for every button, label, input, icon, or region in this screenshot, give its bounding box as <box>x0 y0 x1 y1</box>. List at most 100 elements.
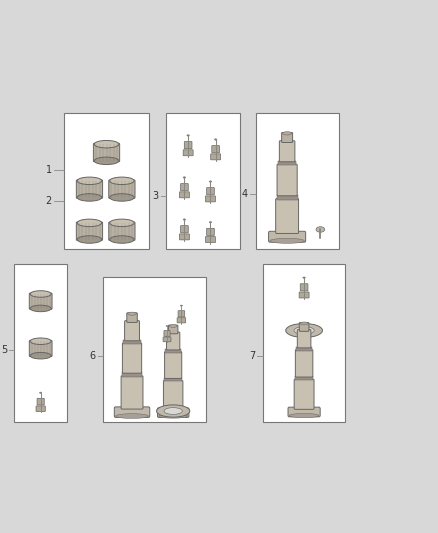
FancyBboxPatch shape <box>114 407 150 417</box>
Ellipse shape <box>77 219 102 227</box>
FancyBboxPatch shape <box>294 379 314 409</box>
Bar <box>164 377 182 382</box>
Bar <box>166 349 181 352</box>
Bar <box>166 114 240 249</box>
FancyBboxPatch shape <box>207 188 214 195</box>
FancyBboxPatch shape <box>122 343 141 373</box>
FancyBboxPatch shape <box>93 143 120 161</box>
FancyBboxPatch shape <box>157 408 189 417</box>
FancyBboxPatch shape <box>76 180 102 198</box>
FancyBboxPatch shape <box>295 350 313 377</box>
FancyBboxPatch shape <box>299 322 309 332</box>
Ellipse shape <box>209 222 212 223</box>
Ellipse shape <box>180 305 183 306</box>
Bar <box>122 373 142 377</box>
Ellipse shape <box>94 141 119 148</box>
FancyBboxPatch shape <box>178 311 185 317</box>
Ellipse shape <box>110 177 134 184</box>
FancyBboxPatch shape <box>127 313 137 322</box>
FancyBboxPatch shape <box>109 222 135 240</box>
FancyBboxPatch shape <box>205 196 215 202</box>
Bar <box>255 114 339 249</box>
FancyBboxPatch shape <box>76 222 102 240</box>
FancyBboxPatch shape <box>124 321 139 341</box>
FancyBboxPatch shape <box>183 150 193 156</box>
FancyBboxPatch shape <box>121 376 143 409</box>
FancyBboxPatch shape <box>212 146 219 153</box>
FancyBboxPatch shape <box>184 142 192 149</box>
Ellipse shape <box>30 338 51 344</box>
FancyBboxPatch shape <box>164 330 170 336</box>
Ellipse shape <box>30 305 51 312</box>
Ellipse shape <box>286 324 322 337</box>
FancyBboxPatch shape <box>166 332 180 350</box>
Ellipse shape <box>30 352 51 359</box>
FancyBboxPatch shape <box>169 325 178 334</box>
Ellipse shape <box>77 236 102 243</box>
Ellipse shape <box>77 177 102 184</box>
Ellipse shape <box>183 219 186 220</box>
FancyBboxPatch shape <box>276 199 299 233</box>
Ellipse shape <box>214 139 217 140</box>
Ellipse shape <box>166 326 168 327</box>
Bar <box>295 376 313 380</box>
Text: 7: 7 <box>249 351 255 361</box>
FancyBboxPatch shape <box>29 293 52 309</box>
FancyBboxPatch shape <box>279 141 295 162</box>
FancyBboxPatch shape <box>180 225 188 233</box>
FancyBboxPatch shape <box>163 337 171 342</box>
FancyBboxPatch shape <box>211 154 221 160</box>
FancyBboxPatch shape <box>205 237 215 243</box>
FancyBboxPatch shape <box>207 228 214 236</box>
Ellipse shape <box>290 414 319 418</box>
Ellipse shape <box>116 414 148 418</box>
Ellipse shape <box>164 408 182 414</box>
Ellipse shape <box>183 177 186 178</box>
Text: 3: 3 <box>153 191 159 201</box>
Bar <box>103 278 206 422</box>
FancyBboxPatch shape <box>288 407 320 417</box>
Ellipse shape <box>209 181 212 182</box>
Bar <box>296 347 312 351</box>
FancyBboxPatch shape <box>37 398 44 405</box>
Text: 4: 4 <box>241 189 247 199</box>
FancyBboxPatch shape <box>109 180 135 198</box>
FancyBboxPatch shape <box>180 183 188 191</box>
Ellipse shape <box>283 132 292 135</box>
Ellipse shape <box>127 312 136 315</box>
Ellipse shape <box>294 327 314 334</box>
Bar <box>278 161 297 165</box>
Ellipse shape <box>316 227 325 232</box>
Bar <box>64 114 149 249</box>
FancyBboxPatch shape <box>297 329 311 348</box>
FancyBboxPatch shape <box>29 341 52 357</box>
Ellipse shape <box>159 414 187 418</box>
FancyBboxPatch shape <box>177 318 186 323</box>
Ellipse shape <box>77 193 102 201</box>
Ellipse shape <box>187 135 189 136</box>
Bar <box>263 264 345 422</box>
Ellipse shape <box>39 392 42 393</box>
FancyBboxPatch shape <box>36 406 45 411</box>
FancyBboxPatch shape <box>300 284 308 291</box>
FancyBboxPatch shape <box>165 352 182 378</box>
Ellipse shape <box>156 405 190 417</box>
Ellipse shape <box>270 238 304 244</box>
Bar <box>276 195 298 199</box>
Ellipse shape <box>110 219 134 227</box>
FancyBboxPatch shape <box>299 292 309 298</box>
FancyBboxPatch shape <box>282 133 293 142</box>
FancyBboxPatch shape <box>180 192 189 198</box>
FancyBboxPatch shape <box>180 234 189 240</box>
Text: 1: 1 <box>46 165 52 175</box>
Ellipse shape <box>30 290 51 297</box>
Ellipse shape <box>94 157 119 165</box>
Ellipse shape <box>303 277 305 278</box>
FancyBboxPatch shape <box>268 231 306 242</box>
Text: 5: 5 <box>1 345 7 354</box>
Text: 2: 2 <box>46 196 52 206</box>
Ellipse shape <box>170 325 177 327</box>
Bar <box>14 264 67 422</box>
FancyBboxPatch shape <box>277 164 297 196</box>
Text: 6: 6 <box>89 351 95 361</box>
